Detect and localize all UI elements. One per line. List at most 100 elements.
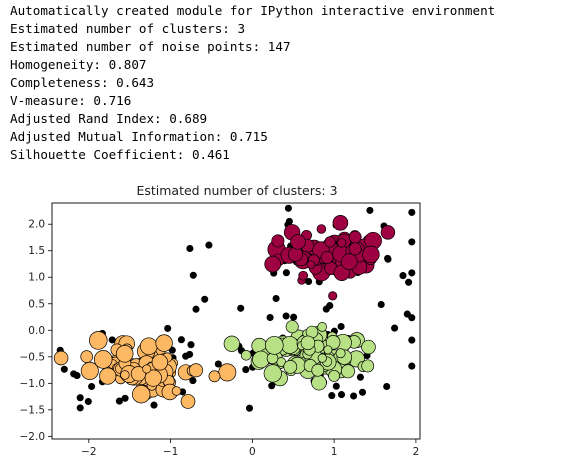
- cluster-2-point: [144, 369, 162, 387]
- cluster-2-point: [155, 334, 173, 352]
- noise-point: [214, 360, 222, 368]
- noise-point: [383, 382, 391, 391]
- noise-point: [266, 313, 274, 322]
- cluster-3-point: [280, 336, 299, 354]
- cluster-2-point: [208, 370, 221, 383]
- cluster-1-point: [290, 234, 306, 250]
- cluster-2-point: [130, 366, 147, 382]
- x-tick-label: 1: [331, 446, 338, 458]
- console-line-ami: Adjusted Mutual Information: 0.715: [10, 129, 268, 144]
- cluster-3-point: [263, 364, 282, 383]
- cluster-2-point: [218, 363, 237, 382]
- y-tick-label: −2.0: [20, 431, 46, 443]
- cluster-1-point: [332, 214, 349, 231]
- cluster-1-point: [340, 253, 358, 271]
- cluster-1-point: [348, 230, 362, 244]
- cluster-2-point: [80, 350, 94, 363]
- noise-point: [76, 394, 84, 402]
- noise-point: [189, 271, 197, 279]
- cluster-2-point: [99, 367, 117, 385]
- cluster-1-point: [316, 224, 327, 234]
- cluster-3-point: [323, 345, 333, 355]
- noise-point: [282, 312, 290, 320]
- cluster-3-point: [264, 336, 284, 355]
- y-tick-label: 0.0: [28, 325, 45, 337]
- cluster-1-point: [362, 245, 380, 264]
- console-line-vmeasure: V-measure: 0.716: [10, 93, 132, 108]
- cluster-1-point: [264, 255, 282, 273]
- cluster-3-point: [283, 360, 298, 374]
- cluster-3-point: [340, 364, 356, 379]
- noise-point: [84, 397, 92, 406]
- console-line-homogeneity: Homogeneity: 0.807: [10, 57, 147, 72]
- noise-point: [268, 382, 276, 390]
- y-tick-label: 2.0: [28, 219, 45, 231]
- noise-point: [332, 382, 340, 390]
- noise-point: [186, 350, 194, 358]
- cluster-3-point: [223, 335, 240, 352]
- noise-point: [408, 314, 416, 322]
- cluster-1-point: [324, 236, 336, 248]
- noise-point: [408, 269, 416, 277]
- y-tick-label: 0.5: [28, 298, 45, 310]
- cluster-1-point: [271, 234, 285, 248]
- noise-point: [290, 313, 298, 321]
- cluster-1-point: [298, 270, 309, 281]
- cluster-3-point: [317, 322, 328, 332]
- noise-point: [272, 294, 280, 303]
- cluster-3-point: [266, 352, 279, 365]
- noise-point: [177, 336, 185, 344]
- cluster-2-point: [80, 361, 99, 380]
- y-tick-label: 1.0: [28, 272, 45, 284]
- cluster-1-point: [320, 251, 334, 264]
- noise-point: [408, 238, 416, 246]
- cluster-3-point: [328, 369, 341, 382]
- noise-point: [121, 394, 129, 402]
- cluster-1-point: [306, 260, 316, 270]
- cluster-2-point: [115, 345, 134, 363]
- x-tick-label: 0: [249, 446, 256, 458]
- noise-point: [326, 302, 334, 310]
- noise-point: [201, 295, 209, 303]
- noise-point: [284, 204, 292, 212]
- cluster-2-point: [171, 386, 182, 396]
- noise-point: [358, 388, 367, 396]
- noise-point: [366, 206, 374, 214]
- y-tick-label: −1.5: [20, 404, 46, 416]
- cluster-2-point: [93, 350, 113, 369]
- cluster-3-point: [240, 350, 252, 361]
- noise-point: [187, 341, 195, 349]
- scatter-points: [53, 204, 416, 412]
- cluster-3-point: [311, 374, 327, 391]
- noise-point: [408, 336, 416, 344]
- noise-point: [337, 391, 346, 399]
- noise-point: [150, 401, 158, 409]
- cluster-3-point: [361, 359, 375, 373]
- noise-point: [186, 244, 194, 253]
- noise-point: [205, 241, 213, 249]
- x-tick-label: −1: [163, 446, 178, 458]
- cluster-2-point: [151, 354, 169, 371]
- noise-point: [391, 324, 399, 332]
- cluster-2-point: [89, 331, 108, 350]
- y-tick-label: −1.0: [20, 378, 46, 390]
- noise-point: [70, 370, 78, 378]
- noise-point: [405, 278, 413, 286]
- cluster-2-point: [188, 363, 204, 378]
- console-line-ari: Adjusted Rand Index: 0.689: [10, 111, 208, 126]
- noise-point: [164, 324, 172, 332]
- axes: −2 −1 0 1 2 −2.0 −1.5 −1.0 −0.5 0.0 0.5 1.0 1.5 2.0: [20, 219, 420, 458]
- x-tick-label: −2: [81, 446, 96, 458]
- noise-point: [237, 304, 245, 312]
- noise-point: [189, 377, 197, 385]
- noise-point: [108, 336, 116, 344]
- cluster-1-point: [337, 238, 347, 248]
- chart-title: Estimated number of clusters: 3: [136, 183, 337, 198]
- noise-point: [88, 382, 96, 391]
- noise-point: [356, 373, 364, 381]
- noise-point: [242, 366, 250, 374]
- noise-point: [399, 272, 407, 280]
- cluster-2-point: [132, 385, 151, 404]
- y-tick-label: −0.5: [20, 351, 46, 363]
